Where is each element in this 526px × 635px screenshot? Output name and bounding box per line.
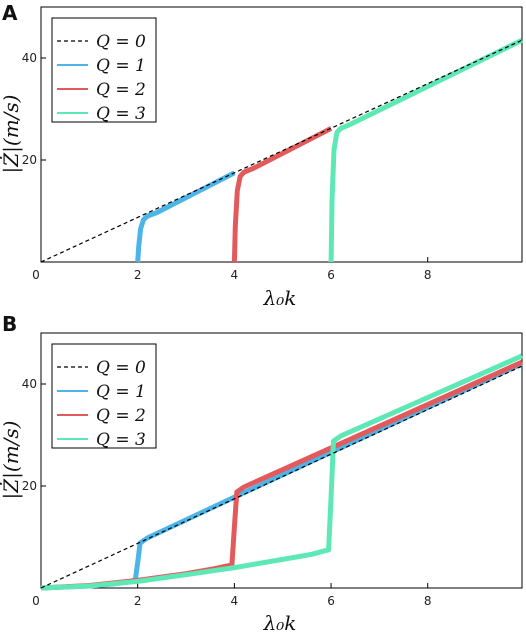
panel-b-x-ticks: 0 2 4 6 8	[32, 583, 432, 608]
panel-a-legend-label-q2: Q = 2	[96, 80, 146, 100]
panel-a-legend-label-q3: Q = 3	[96, 104, 146, 124]
panel-a-series-line-q0	[40, 39, 523, 263]
panel-a-y-tick-label: 20	[22, 153, 37, 167]
panel-a-x-tick-label: 0	[32, 268, 40, 282]
panel-a-plot-frame	[40, 6, 523, 263]
panel-a-legend: Q = 0 Q = 1 Q = 2 Q = 3	[51, 17, 157, 124]
panel-b-legend-label-q2: Q = 2	[96, 406, 146, 426]
panel-a-legend-label-q1: Q = 1	[96, 56, 146, 76]
panel-b-x-tick-label: 4	[231, 594, 239, 608]
panel-a-x-tick-label: 8	[424, 268, 432, 282]
panel-a-x-axis-label: λ₀k	[263, 286, 297, 310]
panel-a-series-lines	[40, 37, 524, 263]
panel-a-legend-label-q0: Q = 0	[96, 32, 146, 52]
panel-b-legend: Q = 0 Q = 1 Q = 2 Q = 3	[51, 343, 157, 450]
panel-b-series-line-q3	[40, 353, 524, 591]
panel-a-x-tick-label: 4	[231, 268, 239, 282]
panel-b-series-lines	[40, 353, 524, 591]
panel-a-series-line-q2	[231, 126, 333, 263]
panel-b-legend-label-q1: Q = 1	[96, 382, 146, 402]
panel-a-x-ticks: 0 2 4 6 8	[32, 257, 432, 282]
panel-a-x-tick-label: 6	[327, 268, 335, 282]
panel-b-legend-label-q0: Q = 0	[96, 358, 146, 378]
panel-b-y-tick-label: 40	[22, 377, 37, 391]
panel-b-legend-label-q3: Q = 3	[96, 430, 146, 450]
panel-b-x-axis-label: λ₀k	[263, 611, 297, 635]
panel-b-plot-frame	[40, 332, 523, 589]
panel-b-letter: B	[2, 312, 17, 336]
panel-a-y-tick-label: 40	[22, 51, 37, 65]
panel-b-legend-box	[51, 343, 157, 449]
panel-b-series-line-q0	[40, 365, 523, 589]
panel-a-letter: A	[2, 1, 18, 25]
panel-b-x-tick-label: 6	[327, 594, 335, 608]
panel-a-x-tick-label: 2	[134, 268, 142, 282]
panel-b-x-tick-label: 2	[134, 594, 142, 608]
panel-a-series-line-q1	[135, 170, 236, 263]
panel-b-y-tick-label: 20	[22, 479, 37, 493]
panel-b-y-axis-label: |Ż|(m/s)	[0, 421, 24, 500]
panel-a-y-axis-label: |Ż|(m/s)	[0, 95, 24, 174]
panel-a-legend-box	[51, 17, 157, 123]
panel-b-x-tick-label: 0	[32, 594, 40, 608]
panel-b-x-tick-label: 8	[424, 594, 432, 608]
panel-a-series-line-q3	[328, 37, 524, 263]
